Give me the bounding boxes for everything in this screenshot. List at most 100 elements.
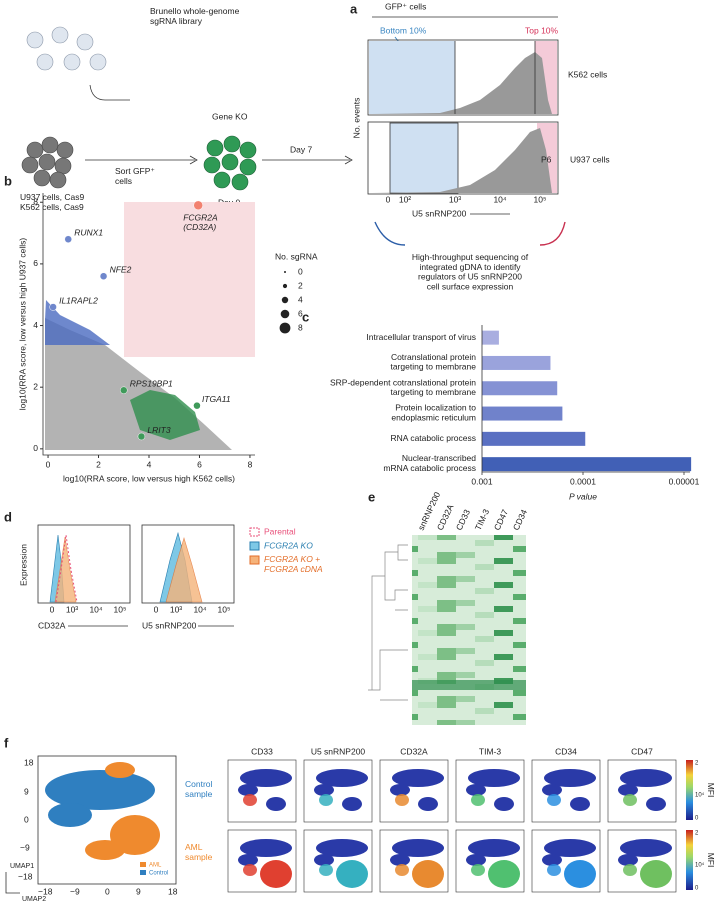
umap-hotspot bbox=[319, 794, 333, 806]
colorbar-label: MFI bbox=[706, 853, 716, 868]
umap-hotspot bbox=[319, 864, 333, 876]
tick-label: 18 bbox=[168, 886, 178, 896]
legend-marker bbox=[281, 296, 289, 304]
umap-cluster bbox=[316, 769, 368, 787]
panel-f: AML Control 18 9 0 −9 −18 18 9 0 −9 −18 … bbox=[5, 746, 716, 903]
panel-label: b bbox=[4, 173, 12, 188]
tick-label: 10⁴ bbox=[89, 604, 102, 614]
cbar-tick: 10⁴ bbox=[695, 792, 705, 799]
legend-label: FCGR2A KO + FCGR2A cDNA bbox=[264, 554, 323, 574]
bar bbox=[482, 330, 499, 345]
tick-label: 10⁵ bbox=[534, 194, 547, 204]
y-tick-label: 4 bbox=[33, 320, 38, 330]
umap1-label: UMAP1 bbox=[10, 863, 34, 870]
umap-frame bbox=[379, 829, 449, 893]
cell bbox=[239, 158, 257, 176]
category-label: Protein localization to endoplasmic retic… bbox=[391, 403, 476, 423]
tick-label: 10⁵ bbox=[114, 604, 127, 614]
umap-frame bbox=[227, 829, 297, 893]
point bbox=[49, 303, 57, 311]
umap-cluster bbox=[105, 762, 135, 778]
virus bbox=[76, 33, 94, 51]
legend-marker bbox=[282, 283, 288, 289]
x-tick-label: 0 bbox=[46, 459, 51, 469]
hist-frame bbox=[367, 121, 559, 195]
point bbox=[137, 432, 146, 441]
category-label: Nuclear-transcribed mRNA catabolic proces… bbox=[383, 453, 476, 473]
virus bbox=[26, 31, 44, 49]
green-cloud bbox=[130, 390, 200, 440]
umap-cluster bbox=[466, 854, 486, 866]
point-label: ITGA11 bbox=[202, 394, 231, 404]
umap-hotspot bbox=[395, 794, 409, 806]
umap-cluster bbox=[342, 797, 362, 811]
heatmap bbox=[412, 535, 526, 725]
point bbox=[99, 272, 108, 280]
category-label: Intracellular transport of virus bbox=[366, 332, 476, 342]
umap-cluster bbox=[266, 797, 286, 811]
p6-label: P6 bbox=[541, 154, 552, 164]
umap-cluster bbox=[418, 797, 438, 811]
cbar-tick: 2 bbox=[695, 761, 699, 767]
schematic: Brunello whole-genome sgRNA library U937 … bbox=[20, 1, 610, 291]
panel-label: f bbox=[4, 735, 9, 750]
cell bbox=[21, 156, 39, 174]
cell bbox=[203, 156, 221, 174]
umap-cluster bbox=[618, 784, 638, 796]
tick-label: 0 bbox=[154, 604, 159, 614]
histogram bbox=[372, 128, 552, 193]
umap-cluster bbox=[316, 839, 368, 857]
arrow-head bbox=[344, 155, 353, 165]
cell bbox=[54, 157, 72, 175]
column-label: CD32A bbox=[435, 502, 456, 531]
legend-swatch bbox=[249, 541, 260, 551]
column-label: CD34 bbox=[511, 508, 529, 532]
umap-cluster bbox=[240, 839, 292, 857]
cell bbox=[33, 169, 51, 187]
top-label: Top 10% bbox=[525, 25, 559, 35]
tick-label: 0 bbox=[50, 604, 55, 614]
highlight-region bbox=[124, 202, 255, 357]
k562-label: K562 cells bbox=[568, 69, 607, 79]
panel-label: e bbox=[368, 489, 375, 504]
umap-frame bbox=[37, 755, 177, 885]
x-tick-label: 0.001 bbox=[471, 476, 493, 486]
tick-label: 10⁴ bbox=[493, 194, 506, 204]
marker-title: CD33 bbox=[251, 746, 273, 756]
legend-swatch bbox=[140, 870, 146, 875]
legend-title: No. sgRNA bbox=[275, 251, 318, 261]
point bbox=[193, 200, 203, 211]
legend-marker bbox=[280, 309, 290, 319]
tick-label: −9 bbox=[20, 842, 30, 852]
umap-cluster bbox=[392, 839, 444, 857]
tick-label: 10⁴ bbox=[193, 604, 206, 614]
bar bbox=[482, 431, 586, 446]
umap-cluster bbox=[640, 860, 672, 888]
x-label: CD32A bbox=[38, 620, 66, 630]
cell bbox=[231, 173, 249, 191]
umap-cluster bbox=[542, 784, 562, 796]
marker-title: U5 snRNP200 bbox=[311, 746, 366, 756]
umap-hotspot bbox=[395, 864, 409, 876]
virus bbox=[51, 26, 69, 44]
bar bbox=[482, 381, 558, 396]
legend-label: AML bbox=[149, 863, 162, 869]
hist-frame bbox=[141, 524, 235, 604]
legend-marker bbox=[284, 271, 286, 273]
cell bbox=[206, 139, 224, 157]
legend-marker bbox=[279, 322, 291, 334]
tick-label: 0 bbox=[386, 194, 391, 204]
x-label: U5 snRNP200 bbox=[142, 620, 197, 630]
tick-label: 10³ bbox=[449, 194, 461, 204]
panel-d: Expression 0 10³ 10⁴ 10⁵ 0 10³ 10⁴ 10⁵ C… bbox=[18, 524, 323, 630]
column-label: CD33 bbox=[454, 508, 472, 532]
cell bbox=[41, 136, 59, 154]
x-axis-label: log10(RRA score, low versus high K562 ce… bbox=[63, 473, 235, 483]
legend-label: 2 bbox=[298, 280, 303, 290]
hist-frame bbox=[37, 524, 131, 604]
umap-hotspot bbox=[243, 864, 257, 876]
tick-label: 9 bbox=[136, 886, 141, 896]
umap-hotspot bbox=[547, 794, 561, 806]
umap-cluster bbox=[544, 769, 596, 787]
